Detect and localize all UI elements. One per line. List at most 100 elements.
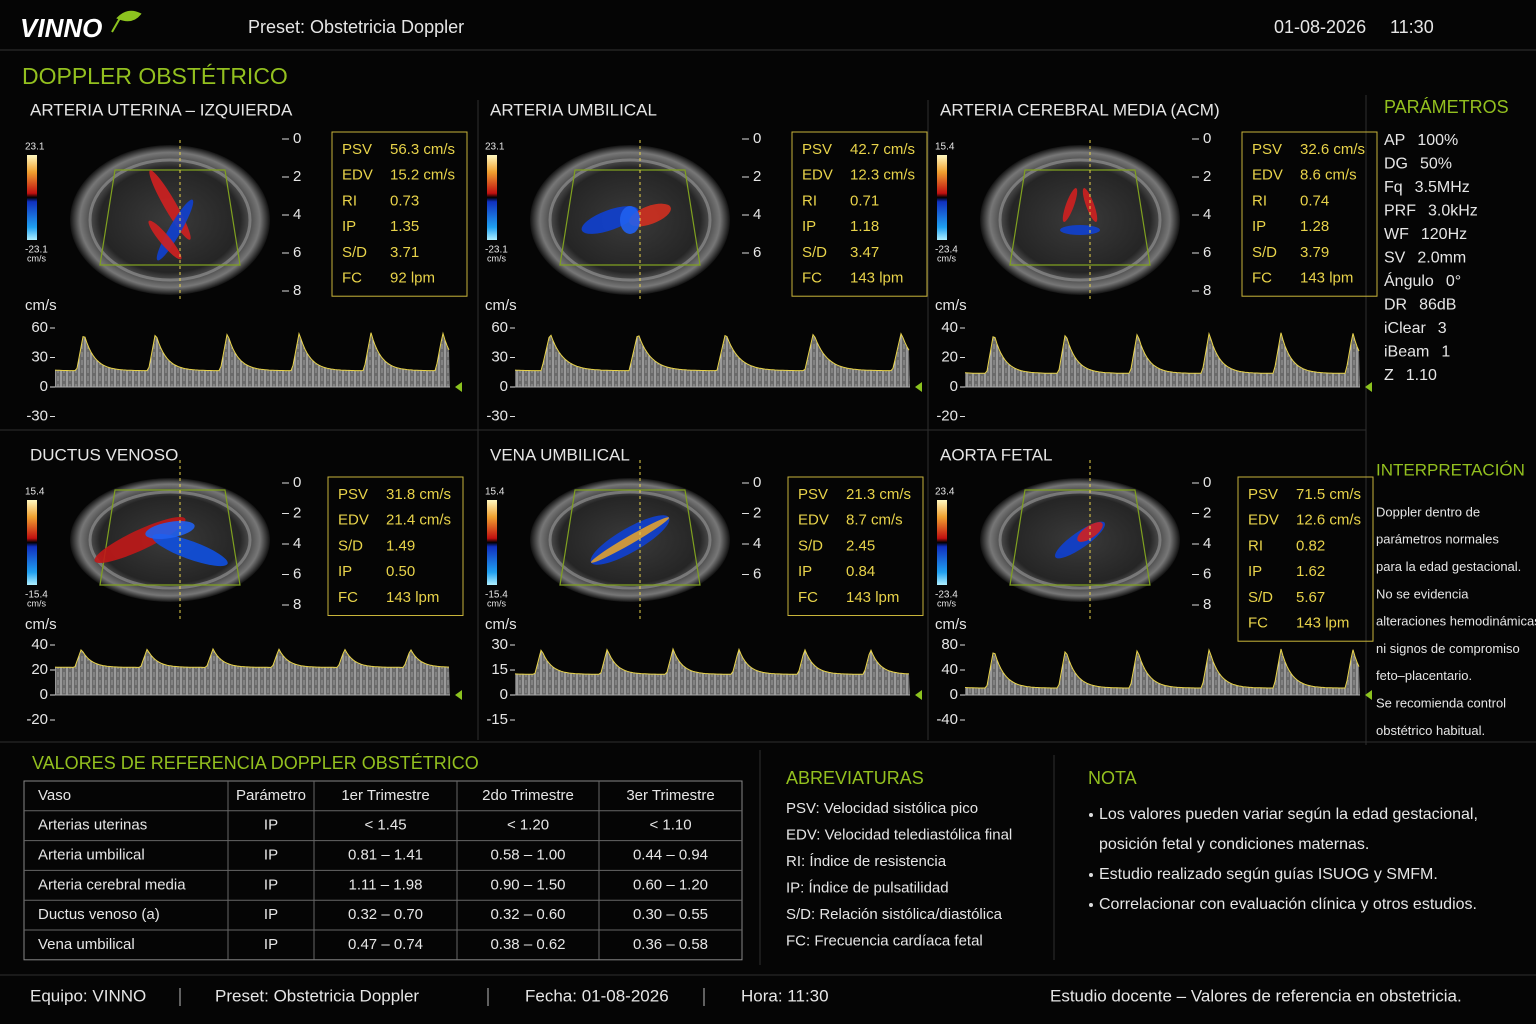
sample-box — [1009, 489, 1151, 586]
measure-value: 3.47 — [850, 244, 879, 261]
cell: Ductus venoso (a) — [38, 906, 160, 923]
measure-label: FC — [342, 269, 362, 286]
spectrum-envelope — [514, 332, 910, 372]
param-value: 1.10 — [1406, 367, 1437, 384]
cell: < 1.20 — [507, 817, 549, 834]
spectrum — [55, 649, 450, 695]
cell: < 1.10 — [649, 817, 691, 834]
measure-label: S/D — [342, 244, 367, 261]
param-label: Ángulo — [1384, 271, 1434, 290]
cell: IP — [264, 817, 278, 834]
ref-title: VALORES DE REFERENCIA DOPPLER OBSTÉTRICO — [32, 753, 479, 773]
abbr: RI: Índice de resistencia — [786, 853, 947, 870]
depth-label: 6 — [293, 244, 301, 261]
depth-label: 6 — [1203, 565, 1211, 582]
baseline-marker — [455, 690, 462, 700]
measure-value: 0.50 — [386, 563, 415, 580]
logo: VINNO — [20, 13, 102, 43]
panel-title: ARTERIA UTERINA – IZQUIERDA — [30, 100, 293, 119]
measure-label: IP — [342, 218, 356, 235]
measure-label: FC — [802, 269, 822, 286]
flow — [152, 533, 228, 567]
spectrum-tick: -40 — [936, 711, 958, 728]
measure-label: S/D — [802, 244, 827, 261]
depth-label: 6 — [293, 565, 301, 582]
measure-label: EDV — [798, 512, 829, 529]
scale-max: 15.4 — [935, 142, 955, 153]
depth-label: 4 — [293, 206, 301, 223]
depth-label: 8 — [1203, 282, 1211, 299]
spectrum-tick: 0 — [500, 378, 508, 395]
spectrum-tick: 20 — [941, 348, 958, 365]
measure-value: 3.71 — [390, 244, 419, 261]
depth-label: 2 — [1203, 504, 1211, 521]
note: posición fetal y condiciones maternas. — [1099, 836, 1369, 853]
spectrum-tick: -30 — [486, 407, 508, 424]
depth-label: 0 — [753, 474, 761, 491]
note: Estudio realizado según guías ISUOG y SM… — [1099, 866, 1438, 883]
spectrum-tick: 0 — [40, 378, 48, 395]
baseline-marker — [915, 690, 922, 700]
cell: Parámetro — [236, 787, 306, 804]
param-label: PRF — [1384, 203, 1416, 220]
measure-value: 12.3 cm/s — [850, 167, 915, 184]
param-label: DR — [1384, 297, 1407, 314]
spectrum — [515, 333, 910, 387]
params-title: PARÁMETROS — [1384, 97, 1509, 117]
measure-label: IP — [1252, 218, 1266, 235]
cell: 0.36 – 0.58 — [633, 936, 708, 953]
measure-value: 2.45 — [846, 537, 875, 554]
us-ring — [548, 158, 712, 282]
depth-label: 6 — [753, 244, 761, 261]
measure-label: RI — [1252, 192, 1267, 209]
spectrum-envelope — [54, 647, 450, 668]
spectrum-tick: -20 — [26, 711, 48, 728]
depth-label: 4 — [293, 535, 301, 552]
depth-label: 2 — [753, 504, 761, 521]
spectrum-tick: 40 — [941, 661, 958, 678]
interp-line: alteraciones hemodinámicas — [1376, 614, 1536, 629]
date: 01-08-2026 — [1274, 17, 1366, 37]
param-label: WF — [1384, 226, 1409, 243]
spectrum-tick: 40 — [31, 636, 48, 653]
interp-title: INTERPRETACIÓN — [1376, 460, 1525, 479]
color-bar — [937, 500, 947, 585]
measure-label: IP — [802, 218, 816, 235]
spectrum-tick: -15 — [486, 711, 508, 728]
param: SV 2.0mm — [1384, 250, 1466, 267]
us-image — [70, 145, 270, 295]
scale-min: -23.4 — [935, 245, 958, 256]
measure-label: RI — [1248, 537, 1263, 554]
baseline-marker — [1365, 690, 1372, 700]
spectrum-tick: 30 — [31, 348, 48, 365]
measure-label: IP — [338, 563, 352, 580]
scale-max: 15.4 — [25, 487, 45, 498]
footer-item: Preset: Obstetricia Doppler — [215, 986, 419, 1005]
interp-line: para la edad gestacional. — [1376, 559, 1521, 574]
measure-label: PSV — [342, 141, 372, 158]
depth-label: 6 — [753, 565, 761, 582]
cell: < 1.45 — [364, 817, 406, 834]
sample-box — [1009, 169, 1151, 266]
color-bar — [487, 500, 497, 585]
measure-label: FC — [1248, 614, 1268, 631]
flow — [590, 517, 670, 563]
depth-label: 8 — [293, 282, 301, 299]
depth-label: 0 — [293, 474, 301, 491]
param-label: AP — [1384, 132, 1405, 149]
measure-value: 21.4 cm/s — [386, 512, 451, 529]
footer-note: Estudio docente – Valores de referencia … — [1050, 986, 1462, 1005]
spectrum-unit: cm/s — [485, 616, 517, 633]
param: WF 120Hz — [1384, 226, 1467, 243]
depth-label: 0 — [1203, 474, 1211, 491]
measure-label: FC — [798, 589, 818, 606]
param-value: 1 — [1441, 344, 1450, 361]
param-label: Fq — [1384, 179, 1403, 196]
us-ring — [88, 490, 252, 590]
spectrum-tick: 60 — [31, 319, 48, 336]
measure-value: 71.5 cm/s — [1296, 486, 1361, 503]
cell: 0.32 – 0.60 — [490, 906, 565, 923]
measure-label: IP — [1248, 563, 1262, 580]
sample-box — [559, 489, 701, 586]
